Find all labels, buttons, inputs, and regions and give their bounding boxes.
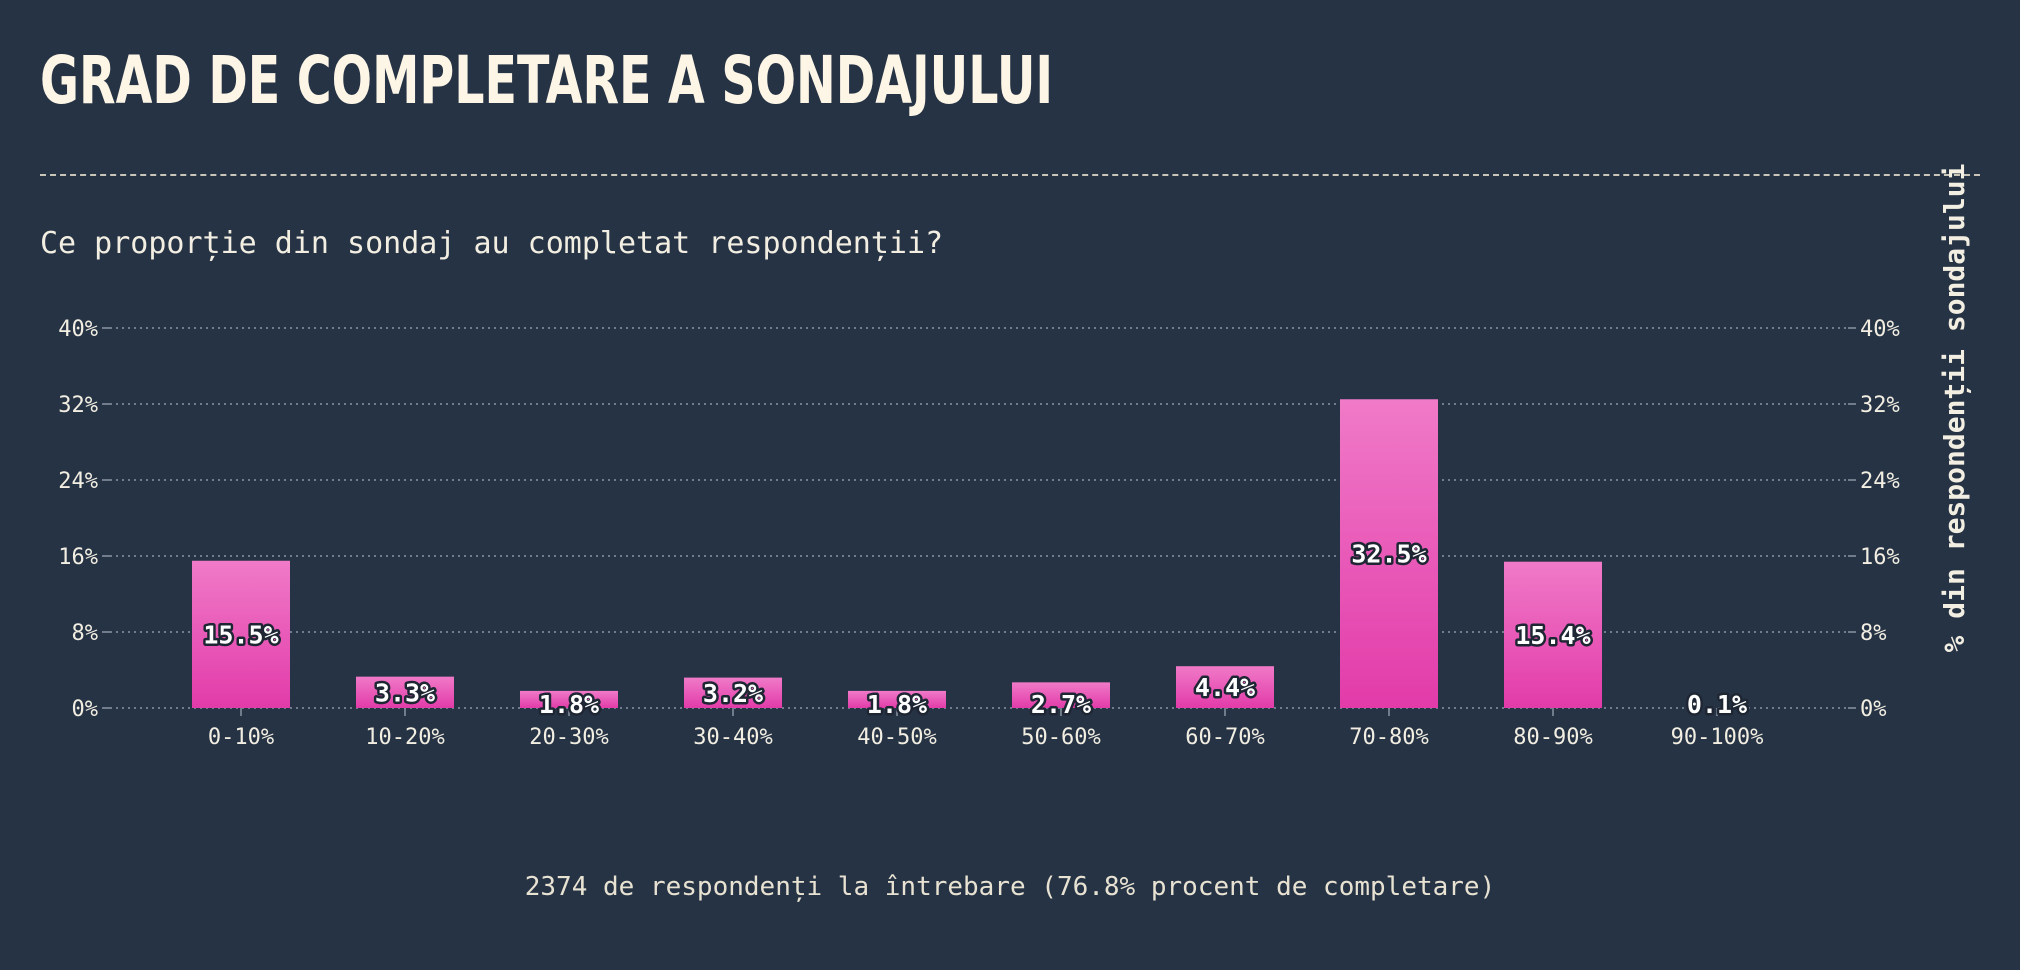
bar: [1504, 561, 1602, 708]
bar: [684, 677, 782, 708]
y-tick-label: 8%: [1860, 621, 1887, 646]
data-label: 3.3%: [375, 678, 435, 707]
x-tick-label: 30-40%: [693, 725, 772, 750]
y-tick-label: 40%: [58, 317, 98, 342]
x-tick-label: 10-20%: [365, 725, 444, 750]
bar: [848, 690, 946, 708]
bar: [1012, 682, 1110, 708]
y-tick-label: 16%: [58, 545, 98, 570]
y-tick-label: 16%: [1860, 545, 1900, 570]
x-axis: 0-10% 10-20% 20-30% 30-40% 40-50% 50-60% 60-70…: [208, 708, 1763, 750]
data-label: 32.5%: [1351, 540, 1426, 569]
data-label: 0.1%: [1687, 690, 1747, 719]
data-labels: 15.5% 3.3% 1.8% 3.2% 1.8% 2.7% 4.4% 32.5% 15.4% 0…: [201, 537, 1750, 721]
bar: [356, 676, 454, 708]
bar: [520, 690, 618, 708]
y-tick-label: 8%: [72, 621, 99, 646]
bar: [1340, 399, 1438, 708]
x-tick-label: 0-10%: [208, 725, 274, 750]
chart-title: GRAD DE COMPLETARE A SONDAJULUI: [40, 42, 1054, 119]
data-label: 1.8%: [867, 690, 927, 719]
x-tick-label: 80-90%: [1513, 725, 1592, 750]
y-tick-label: 0%: [1860, 697, 1887, 722]
respondents-note: 2374 de respondenți la întrebare (76.8% …: [524, 872, 1496, 902]
y-tick-label: 32%: [1860, 393, 1900, 418]
data-label: 15.5%: [203, 620, 278, 649]
x-tick-label: 50-60%: [1021, 725, 1100, 750]
y-axis-right: 0% 8% 16% 24% 32% 40%: [1848, 317, 1900, 722]
y-tick-label: 24%: [58, 469, 98, 494]
chart-subtitle: Ce proporție din sondaj au completat res…: [40, 226, 944, 261]
bars: [192, 399, 1602, 708]
y-tick-label: 0%: [72, 697, 99, 722]
bar: [192, 560, 290, 708]
data-label: 1.8%: [539, 690, 599, 719]
data-label: 15.4%: [1515, 621, 1590, 650]
data-label: 4.4%: [1195, 673, 1255, 702]
data-label: 3.2%: [703, 679, 763, 708]
y-axis-left: 0% 8% 16% 24% 32% 40%: [58, 317, 110, 722]
y-tick-label: 24%: [1860, 469, 1900, 494]
title-divider: [40, 174, 1980, 176]
x-tick-label: 70-80%: [1349, 725, 1428, 750]
x-tick-label: 60-70%: [1185, 725, 1264, 750]
bar: [1176, 666, 1274, 708]
y-tick-label: 32%: [58, 393, 98, 418]
y-tick-label: 40%: [1860, 317, 1900, 342]
data-label: 2.7%: [1031, 690, 1091, 719]
x-tick-label: 20-30%: [529, 725, 608, 750]
x-tick-label: 40-50%: [857, 725, 936, 750]
x-tick-label: 90-100%: [1671, 725, 1764, 750]
y-axis-title: % din respondenții sondajului: [1938, 164, 1971, 653]
